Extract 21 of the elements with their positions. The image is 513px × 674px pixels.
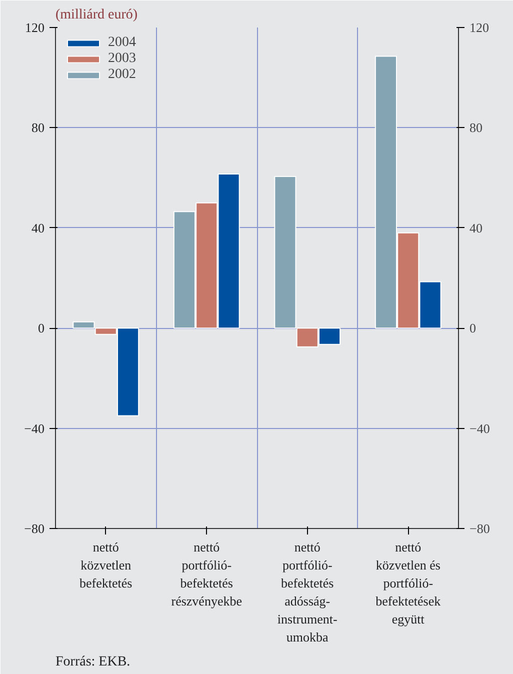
y-axis-title: (milliárd euró)	[56, 8, 138, 22]
x-tick-label: nettó portfólió- befektetés részvényekbe	[171, 540, 242, 608]
legend-label: 2004	[108, 35, 136, 51]
y2-tick-label: 0	[470, 320, 476, 336]
y2-tick-label: 80	[470, 120, 482, 136]
y2-tick-label: 120	[470, 20, 489, 35]
y-tick-label: 40	[32, 220, 44, 236]
x-tick-label: nettó közvetlen befektetés	[80, 540, 132, 590]
legend-label: 2002	[108, 67, 136, 83]
y2-tick-label: −40	[470, 420, 490, 436]
y-tick-label: 80	[32, 120, 44, 136]
text: Forrás: EKB.	[56, 654, 130, 670]
y-tick-label: −40	[24, 420, 45, 436]
x-tick-label: nettó közvetlen és portfólió- befektetések együtt	[376, 540, 442, 626]
y-tick-label: −80	[24, 521, 45, 536]
legend-label: 2003	[108, 51, 136, 67]
y-tick-label: 120	[25, 20, 44, 35]
x-tick-label: nettó portfólió- befektetés adósság- instrument- umokba	[277, 540, 338, 644]
y-tick-label: 0	[38, 320, 44, 336]
y2-tick-label: 40	[470, 220, 482, 236]
y2-tick-label: −80	[470, 521, 490, 536]
